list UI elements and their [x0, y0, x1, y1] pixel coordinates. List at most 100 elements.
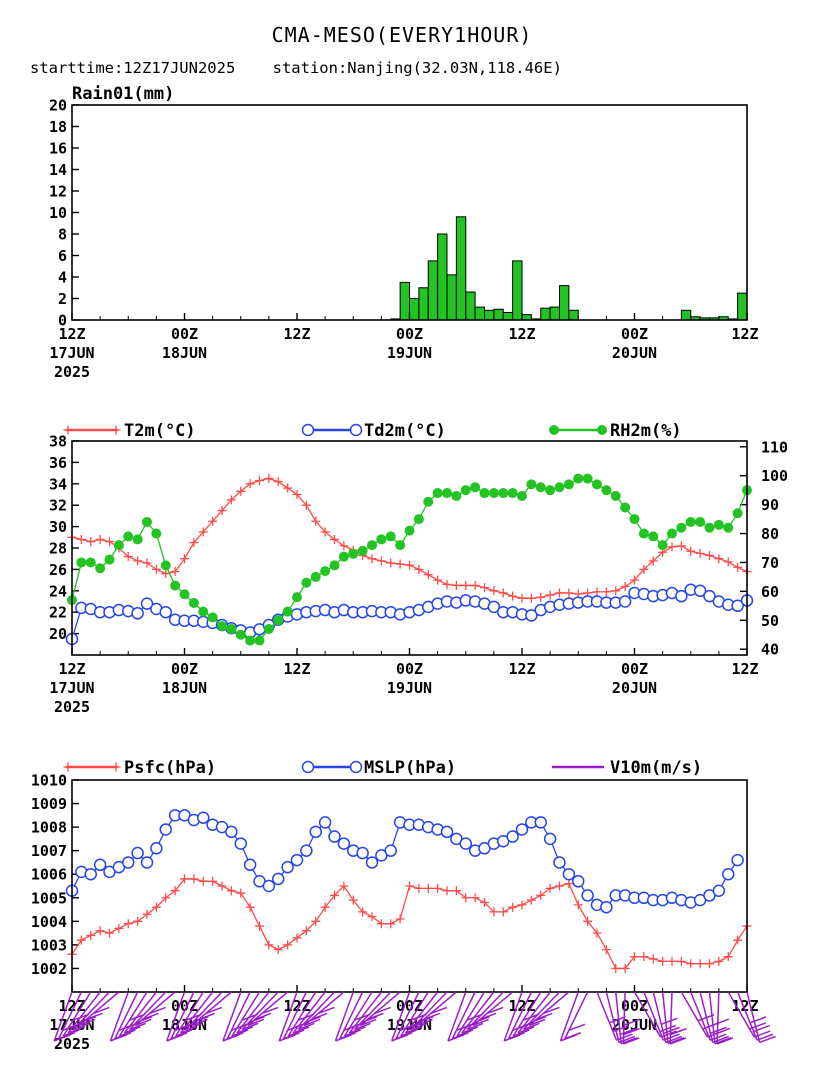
t2m-series-point — [733, 562, 743, 572]
rh-series-point — [179, 589, 190, 600]
rh-series-point — [123, 531, 134, 542]
td2m-series-point — [693, 584, 707, 598]
td2m-series-point — [675, 589, 688, 603]
wind-barb-stem — [231, 991, 261, 1037]
wind-barb-feather — [73, 1022, 90, 1031]
wind-barb-stem — [512, 991, 542, 1037]
t2m-series-point — [667, 542, 677, 552]
wind-barb-feather — [367, 1012, 384, 1021]
psfc-series-point — [480, 897, 489, 907]
wind-barb-feather — [241, 1022, 259, 1031]
psfc-series-point — [676, 956, 686, 966]
wind-barb-stem — [278, 991, 298, 1042]
wind-barb-feather — [456, 1029, 474, 1037]
t2m-series-point — [536, 592, 546, 602]
wind-barb-feather — [62, 1029, 80, 1037]
t2m-series-point — [105, 537, 114, 547]
wind-barb-feather — [759, 1035, 776, 1044]
rain-xtick-label: 12Z — [731, 325, 758, 343]
wind-barb-stem — [354, 991, 392, 1030]
wind-barb-feather — [749, 1016, 767, 1024]
psfc-series-point — [386, 919, 396, 929]
psfc-series-point — [639, 952, 649, 962]
temp-xtick-date: 19JUN — [387, 679, 432, 697]
wind-barb-feather — [227, 1032, 244, 1040]
t2m-series-point — [564, 588, 574, 598]
rh-series-point — [498, 488, 509, 499]
psfc-series-point — [723, 952, 733, 962]
wind-barb-stem — [652, 991, 667, 1043]
wind-barb-stem — [615, 991, 622, 1044]
rain-bar — [493, 308, 504, 321]
rh-series-point — [507, 488, 518, 499]
wind-barb-feather — [416, 1018, 433, 1027]
rain-panel: 02468101214161820Rain01(mm)12Z17JUN20250… — [49, 84, 759, 381]
mslp-series-point — [262, 879, 276, 893]
rain-bar — [737, 292, 748, 321]
t2m-series-point — [301, 500, 311, 510]
wind-barb-feather — [508, 1032, 525, 1040]
wind-barb-feather — [287, 1029, 305, 1037]
mslp-series-point — [328, 830, 341, 843]
rh-series-point — [573, 473, 584, 484]
temperature-humidity-panel: 20 22 24 26 28 30 32 34 36 38 40 50 60 70 80 90 100 110 12… — [49, 421, 788, 716]
psfc-series-point — [714, 956, 724, 966]
wind-barb-stem — [180, 991, 214, 1034]
legend-mslp-swatch-marker — [349, 760, 363, 774]
wind-barb-feather — [609, 1016, 626, 1024]
wind-barb-stem — [447, 991, 467, 1042]
psfc-series-point — [273, 945, 283, 955]
psfc-series-point — [358, 907, 368, 917]
t2m-series-point — [461, 580, 471, 590]
t2m-series-point — [376, 556, 386, 566]
rain-ytick-label: 10 — [49, 204, 67, 222]
rh-series-point — [470, 482, 481, 493]
psfc-series-point — [423, 883, 433, 893]
pres-ytick-label: 1009 — [31, 795, 67, 813]
rh-series-point — [610, 490, 621, 501]
psfc-series-point — [545, 883, 555, 893]
rh-series-point — [263, 623, 274, 634]
mslp-series-point — [150, 842, 163, 855]
temp-xtick-date: 18JUN — [162, 679, 207, 697]
psfc-series-point — [245, 902, 255, 912]
legend-rh2m-swatch-marker — [549, 425, 559, 435]
psfc-series-point — [114, 923, 124, 933]
temp-ytick-label: 36 — [49, 454, 67, 472]
wind-barb-stem — [405, 991, 439, 1034]
wind-barb-stem — [416, 991, 457, 1026]
rh-ytick-label: 50 — [761, 612, 779, 630]
rh-ytick-label: 40 — [761, 641, 779, 659]
mslp-series-point — [543, 832, 557, 846]
legend-t2m-label: T2m(°C) — [124, 421, 196, 441]
psfc-series-point — [395, 914, 405, 924]
wind-barb-feather — [349, 1026, 366, 1034]
t2m-series-point — [151, 564, 161, 574]
wind-barb-stem — [53, 991, 73, 1042]
wind-barb-stem — [669, 991, 673, 1044]
wind-barb-stem — [472, 991, 514, 1026]
wind-barb-feather — [543, 1006, 560, 1015]
temp-ytick-label: 22 — [49, 604, 67, 622]
rh-series-point — [385, 531, 396, 542]
t2m-series-point — [95, 534, 105, 544]
wind-barb-feather — [292, 1026, 310, 1034]
mslp-series-point — [225, 825, 238, 839]
wind-barb-feather — [568, 1023, 586, 1032]
psfc-series-point — [405, 881, 414, 891]
rain-bar — [540, 307, 551, 321]
psfc-series-point — [686, 959, 696, 969]
psfc-series-point — [330, 890, 339, 900]
t2m-series-point — [611, 586, 621, 596]
wind-barb-feather — [423, 1012, 440, 1021]
psfc-series-point — [320, 902, 330, 912]
rh-series-point — [404, 525, 415, 536]
rh-series-point — [376, 534, 387, 545]
legend-t2m-swatch-marker — [111, 425, 121, 435]
rh-series-point — [320, 566, 331, 577]
wind-barb-feather — [479, 1012, 497, 1021]
wind-barb-stem — [746, 991, 761, 1043]
td2m-series-point — [159, 605, 172, 619]
t2m-series-point — [76, 534, 86, 544]
mslp-series-point — [234, 837, 247, 850]
